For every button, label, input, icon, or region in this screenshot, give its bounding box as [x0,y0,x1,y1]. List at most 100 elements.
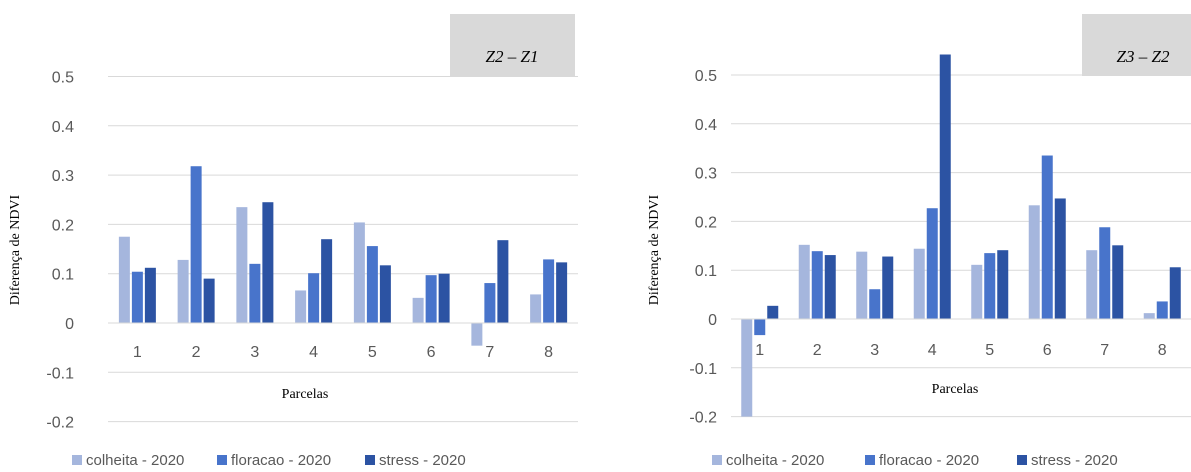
legend-swatch-stress [1017,455,1027,465]
bar-colheita-6 [1028,205,1040,319]
bar-floracao-6 [425,275,437,323]
y-tick-label: -0.2 [689,410,717,427]
y-tick-label: 0.4 [695,117,717,134]
bar-floracao-4 [308,273,320,323]
legend-label-stress: stress - 2020 [379,452,466,469]
bar-colheita-1 [741,319,753,417]
legend-label-colheita: colheita - 2020 [86,452,184,469]
y-tick-label: 0.4 [52,119,74,136]
bar-colheita-4 [295,290,307,323]
y-axis-title: Diferença de NDVI [8,194,23,305]
y-tick-label: 0.5 [695,68,717,85]
bar-colheita-2 [798,244,810,319]
panel-annotation: Z3 – Z2 [1117,47,1170,66]
bar-stress-7 [1112,245,1124,319]
bar-floracao-7 [1099,227,1111,319]
bar-floracao-6 [1041,155,1053,319]
bar-stress-1 [144,267,156,323]
bar-colheita-7 [471,323,483,346]
bar-floracao-7 [484,283,496,323]
x-tick-label: 3 [250,344,259,361]
x-tick-label: 5 [368,344,377,361]
legend-label-floracao: floracao - 2020 [231,452,331,469]
bar-stress-2 [203,278,215,323]
bar-floracao-5 [984,253,996,319]
legend-swatch-colheita [712,455,722,465]
bar-floracao-1 [754,319,766,336]
y-tick-label: 0.3 [52,168,74,185]
y-tick-label: -0.1 [689,361,717,378]
bar-floracao-3 [249,263,261,323]
bar-floracao-2 [190,166,202,323]
bar-colheita-3 [856,251,868,319]
legend-label-stress: stress - 2020 [1031,452,1118,469]
bar-colheita-8 [1143,313,1155,319]
y-tick-label: -0.2 [46,415,74,432]
y-tick-label: 0 [708,312,717,329]
bar-floracao-2 [811,251,823,319]
bar-stress-5 [997,250,1009,319]
bar-colheita-7 [1086,250,1098,319]
x-tick-label: 5 [985,342,994,359]
x-tick-label: 1 [133,344,142,361]
bar-stress-7 [497,240,509,323]
bar-stress-1 [767,305,779,319]
bar-floracao-3 [869,289,881,319]
bar-stress-8 [556,262,568,323]
x-tick-label: 6 [1043,342,1052,359]
bar-colheita-5 [353,222,365,323]
x-tick-label: 6 [427,344,436,361]
bar-colheita-2 [177,259,189,323]
x-tick-label: 8 [544,344,553,361]
bar-stress-3 [262,202,274,323]
bar-stress-8 [1169,267,1181,319]
x-tick-label: 7 [1100,342,1109,359]
bar-stress-3 [882,256,894,319]
annotation-box [450,14,575,76]
bar-colheita-4 [913,248,925,319]
legend-swatch-stress [365,455,375,465]
y-axis-title: Diferença de NDVI [647,194,662,305]
x-tick-label: 2 [192,344,201,361]
x-axis-title: Parcelas [932,382,979,397]
bar-colheita-1 [118,236,130,323]
x-tick-label: 4 [309,344,318,361]
bar-stress-6 [438,273,450,323]
y-tick-label: -0.1 [46,365,74,382]
legend-swatch-colheita [72,455,82,465]
bar-colheita-6 [412,297,424,323]
x-tick-label: 4 [928,342,937,359]
bar-colheita-3 [236,207,248,323]
y-tick-label: 0.1 [52,267,74,284]
bar-floracao-8 [543,259,555,323]
x-tick-label: 8 [1158,342,1167,359]
annotation-box [1082,14,1191,76]
bar-stress-2 [824,255,836,319]
y-tick-label: 0.5 [52,70,74,87]
x-tick-label: 1 [755,342,764,359]
x-axis-title: Parcelas [282,387,329,402]
bar-colheita-5 [971,264,983,319]
y-tick-label: 0.2 [695,214,717,231]
bar-stress-6 [1054,198,1066,319]
panel-annotation: Z2 – Z1 [486,47,539,66]
y-tick-label: 0.3 [695,166,717,183]
bar-stress-4 [321,239,333,323]
legend-swatch-floracao [865,455,875,465]
x-tick-label: 2 [813,342,822,359]
legend-label-colheita: colheita - 2020 [726,452,824,469]
x-tick-label: 3 [870,342,879,359]
bar-floracao-1 [131,271,143,323]
y-tick-label: 0.2 [52,217,74,234]
bar-stress-4 [939,54,951,320]
bar-stress-5 [379,265,391,323]
legend-swatch-floracao [217,455,227,465]
y-tick-label: 0.1 [695,263,717,280]
bar-floracao-5 [366,246,378,323]
y-tick-label: 0 [65,316,74,333]
bar-floracao-4 [926,208,938,319]
bar-floracao-8 [1156,301,1168,319]
bar-colheita-8 [530,294,542,323]
x-tick-label: 7 [485,344,494,361]
